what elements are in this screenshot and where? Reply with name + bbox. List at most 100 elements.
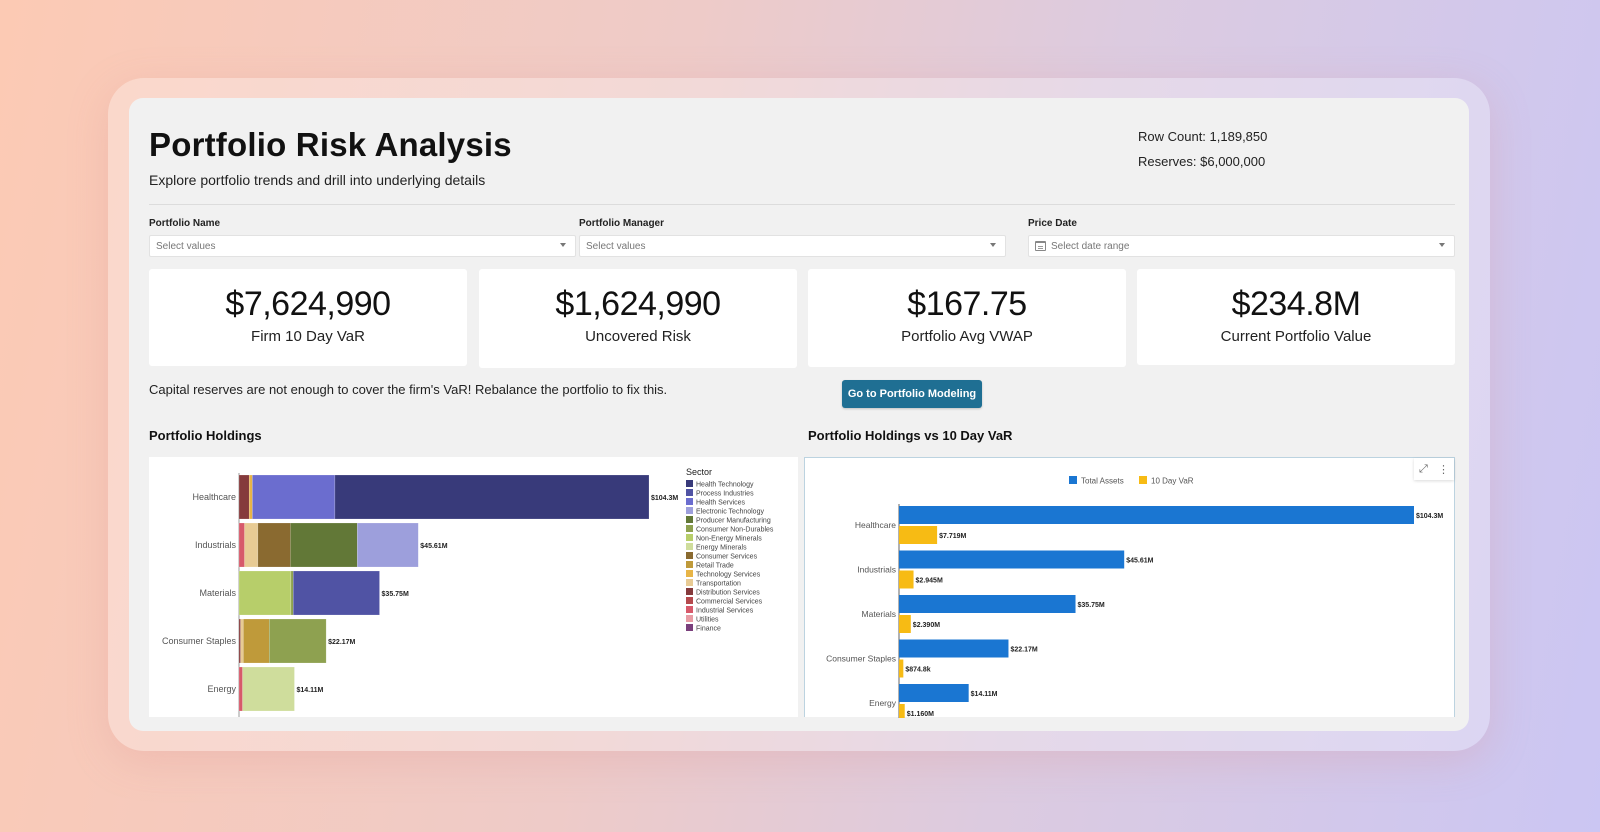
bar-segment — [242, 666, 295, 712]
legend-label: Technology Services — [696, 572, 761, 579]
kpi-label: Firm 10 Day VaR — [251, 328, 365, 345]
legend-swatch — [686, 624, 693, 631]
filter-label: Portfolio Manager — [579, 218, 665, 229]
legend-swatch — [686, 525, 693, 532]
bar-segment — [357, 522, 419, 568]
bar — [899, 659, 904, 678]
legend-swatch — [686, 606, 693, 613]
bar-segment — [238, 570, 292, 616]
kpi-value: $167.75 — [907, 285, 1027, 323]
bar — [899, 550, 1125, 569]
filter-portfolio-manager: Portfolio Manager Select values — [579, 218, 1006, 257]
kpi-value: $7,624,990 — [225, 285, 391, 323]
category-label: Energy — [869, 698, 897, 708]
bar-segment — [240, 618, 244, 664]
category-label: Consumer Staples — [162, 636, 237, 646]
select-placeholder: Select values — [156, 240, 216, 252]
total-label: $35.75M — [382, 591, 409, 598]
holdings-vs-var-chart: Total Assets 10 Day VaR $104.3M $7.719M Heal… — [804, 457, 1455, 718]
legend-label: Commercial Services — [696, 599, 763, 606]
kpi-portfolio-value: $234.8M Current Portfolio Value — [1137, 269, 1455, 365]
category-label: Industrials — [195, 540, 237, 550]
kpi-firm-var: $7,624,990 Firm 10 Day VaR — [149, 269, 467, 366]
price-date-select[interactable]: Select date range — [1028, 235, 1455, 257]
more-options-icon[interactable]: ⋮ — [1437, 463, 1449, 476]
value-label: $35.75M — [1078, 602, 1105, 609]
summary-meta: Row Count: 1,189,850 Reserves: $6,000,00… — [1138, 124, 1267, 174]
category-label: Materials — [199, 588, 236, 598]
legend-label: Consumer Non-Durables — [696, 527, 774, 534]
legend-label: Electronic Technology — [696, 509, 764, 516]
filter-label: Portfolio Name — [149, 218, 221, 229]
bar-segment — [334, 474, 650, 520]
bar-segment — [257, 522, 291, 568]
reserves: Reserves: $6,000,000 — [1138, 154, 1266, 169]
legend-swatch — [686, 579, 693, 586]
portfolio-name-select[interactable]: Select values — [149, 235, 576, 257]
dashboard-card: Portfolio Risk Analysis Explore portfoli… — [129, 98, 1469, 731]
total-label: $45.61M — [420, 543, 447, 550]
chevron-down-icon — [990, 243, 996, 247]
legend-label: Distribution Services — [696, 590, 760, 597]
legend-swatch — [686, 534, 693, 541]
legend-swatch — [686, 552, 693, 559]
expand-icon[interactable]: ⤢ — [1419, 462, 1428, 475]
legend-swatch — [686, 498, 693, 505]
filter-label: Price Date — [1028, 218, 1077, 229]
value-label: $104.3M — [1416, 513, 1443, 520]
holdings-vs-var-title: Portfolio Holdings vs 10 Day VaR — [808, 428, 1013, 443]
bar — [899, 684, 969, 702]
value-label: $22.17M — [1010, 647, 1037, 654]
legend-label: Transportation — [696, 581, 741, 588]
legend-swatch — [686, 588, 693, 595]
grouped-bar-chart: Total Assets 10 Day VaR $104.3M $7.719M Heal… — [826, 476, 1443, 718]
filter-price-date: Price Date Select date range — [1028, 218, 1455, 257]
bar-segment — [238, 666, 243, 712]
filter-portfolio-name: Portfolio Name Select values — [149, 218, 576, 257]
bar — [899, 595, 1076, 613]
legend-label: Producer Manufacturing — [696, 518, 771, 525]
page-title: Portfolio Risk Analysis — [149, 126, 512, 163]
header-divider — [149, 204, 1455, 205]
category-label: Materials — [862, 609, 896, 619]
value-label: $2.390M — [913, 622, 940, 629]
value-label: $7.719M — [939, 533, 966, 540]
category-label: Energy — [207, 684, 236, 694]
bar — [899, 704, 905, 718]
value-label: $2.945M — [916, 578, 943, 585]
bar — [899, 526, 938, 544]
select-placeholder: Select date range — [1051, 240, 1130, 252]
bar-segment — [248, 474, 253, 520]
legend-swatch — [686, 570, 693, 577]
bar-segment — [269, 618, 327, 664]
bar — [899, 639, 1009, 658]
page-subtitle: Explore portfolio trends and drill into … — [149, 172, 486, 188]
calendar-icon — [1035, 241, 1046, 251]
legend-label: Non-Energy Minerals — [696, 536, 762, 543]
kpi-value: $234.8M — [1231, 285, 1361, 323]
legend-label: Health Services — [696, 500, 746, 507]
value-label: $14.11M — [971, 691, 998, 698]
bar — [899, 615, 911, 633]
legend-label: Consumer Services — [696, 554, 758, 561]
legend-label: Industrial Services — [696, 608, 754, 615]
bar-segment — [244, 522, 259, 568]
legend-swatch — [686, 561, 693, 568]
portfolio-manager-select[interactable]: Select values — [579, 235, 1006, 257]
total-label: $22.17M — [328, 639, 355, 646]
kpi-label: Current Portfolio Value — [1220, 328, 1372, 345]
legend-swatch — [686, 516, 693, 523]
legend-label: Retail Trade — [696, 563, 734, 570]
bar — [899, 506, 1414, 524]
value-label: $1.160M — [907, 711, 934, 718]
portfolio-holdings-chart: Healthcare $104.3M Industrials $45.61M Mater… — [149, 457, 798, 717]
bar-segment — [243, 618, 270, 664]
legend-title: Sector — [686, 467, 712, 477]
legend-swatch — [686, 597, 693, 604]
go-to-portfolio-modeling-button[interactable]: Go to Portfolio Modeling — [842, 380, 982, 408]
reserve-warning: Capital reserves are not enough to cover… — [149, 382, 668, 397]
value-label: $45.61M — [1126, 558, 1153, 565]
kpi-avg-vwap: $167.75 Portfolio Avg VWAP — [808, 269, 1126, 367]
portfolio-holdings-title: Portfolio Holdings — [149, 428, 262, 443]
value-label: $874.8k — [905, 667, 930, 674]
